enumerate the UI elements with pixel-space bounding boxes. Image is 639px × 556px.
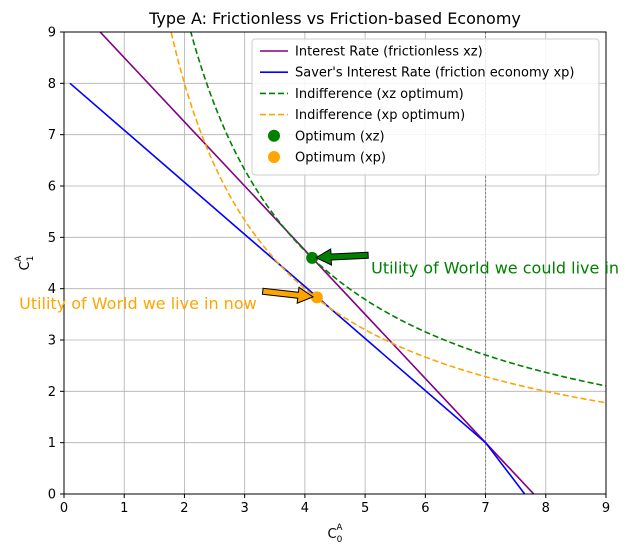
series-line-1 xyxy=(69,82,526,494)
y-tick-label: 5 xyxy=(48,231,56,246)
series-group xyxy=(69,32,606,494)
y-tick-label: 6 xyxy=(48,180,56,195)
y-tick-label: 4 xyxy=(48,282,56,297)
x-axis-label: C0 A xyxy=(328,523,344,545)
legend-swatch-4 xyxy=(268,129,280,142)
x-axis-label-sup: A xyxy=(336,523,343,533)
x-tick-label: 4 xyxy=(301,501,309,516)
legend-label-0: Interest Rate (frictionless xz) xyxy=(295,45,483,60)
x-tick-label: 1 xyxy=(120,501,128,516)
y-tick-label: 1 xyxy=(48,436,56,451)
y-tick-label: 8 xyxy=(48,77,56,92)
x-tick-label: 6 xyxy=(421,501,429,516)
annotation-text-0: Utility of World we could live in xyxy=(371,258,619,277)
legend-label-3: Indifference (xp optimum) xyxy=(295,108,465,123)
y-axis-label-sub: 1 xyxy=(26,256,36,262)
x-tick-label: 3 xyxy=(241,501,249,516)
x-tick-label: 2 xyxy=(180,501,188,516)
axes-frame xyxy=(63,31,607,495)
legend-label-4: Optimum (xz) xyxy=(295,129,385,144)
y-axis-label-sup: A xyxy=(14,255,24,262)
legend-label-5: Optimum (xp) xyxy=(295,151,386,166)
legend-label-1: Saver's Interest Rate (friction economy … xyxy=(295,66,575,81)
x-tick-label: 8 xyxy=(542,501,550,516)
optimum-point-0 xyxy=(306,251,319,264)
optimum-point-1 xyxy=(310,291,323,304)
legend-box xyxy=(251,38,600,176)
x-axis-label-sub: 0 xyxy=(337,535,343,545)
legend-swatch-5 xyxy=(268,151,280,163)
annotation-arrow-1 xyxy=(261,286,315,304)
legend-label-2: Indifference (xz optimum) xyxy=(295,87,464,102)
y-axis-label-main: C xyxy=(18,261,33,270)
x-tick-label: 0 xyxy=(60,501,68,516)
x-tick-label: 7 xyxy=(481,501,489,516)
annotation-arrow-0 xyxy=(315,248,369,266)
legend: Interest Rate (frictionless xz) Saver's I… xyxy=(251,38,600,176)
y-tick-label: 7 xyxy=(48,128,56,143)
y-axis-label: C1A xyxy=(14,255,36,271)
x-tick-label: 9 xyxy=(602,501,610,516)
y-tick-label: 3 xyxy=(48,334,56,349)
series-line-3 xyxy=(170,32,606,404)
y-tick-label: 9 xyxy=(48,26,56,41)
annotation-text-1: Utility of World we live in now xyxy=(19,294,257,313)
y-tick-label: 0 xyxy=(48,488,56,503)
x-tick-label: 5 xyxy=(361,501,369,516)
x-axis-label-main: C xyxy=(328,527,337,542)
series-line-2 xyxy=(189,32,606,387)
chart-title: Type A: Frictionless vs Friction-based E… xyxy=(148,9,521,28)
y-tick-label: 2 xyxy=(48,385,56,400)
